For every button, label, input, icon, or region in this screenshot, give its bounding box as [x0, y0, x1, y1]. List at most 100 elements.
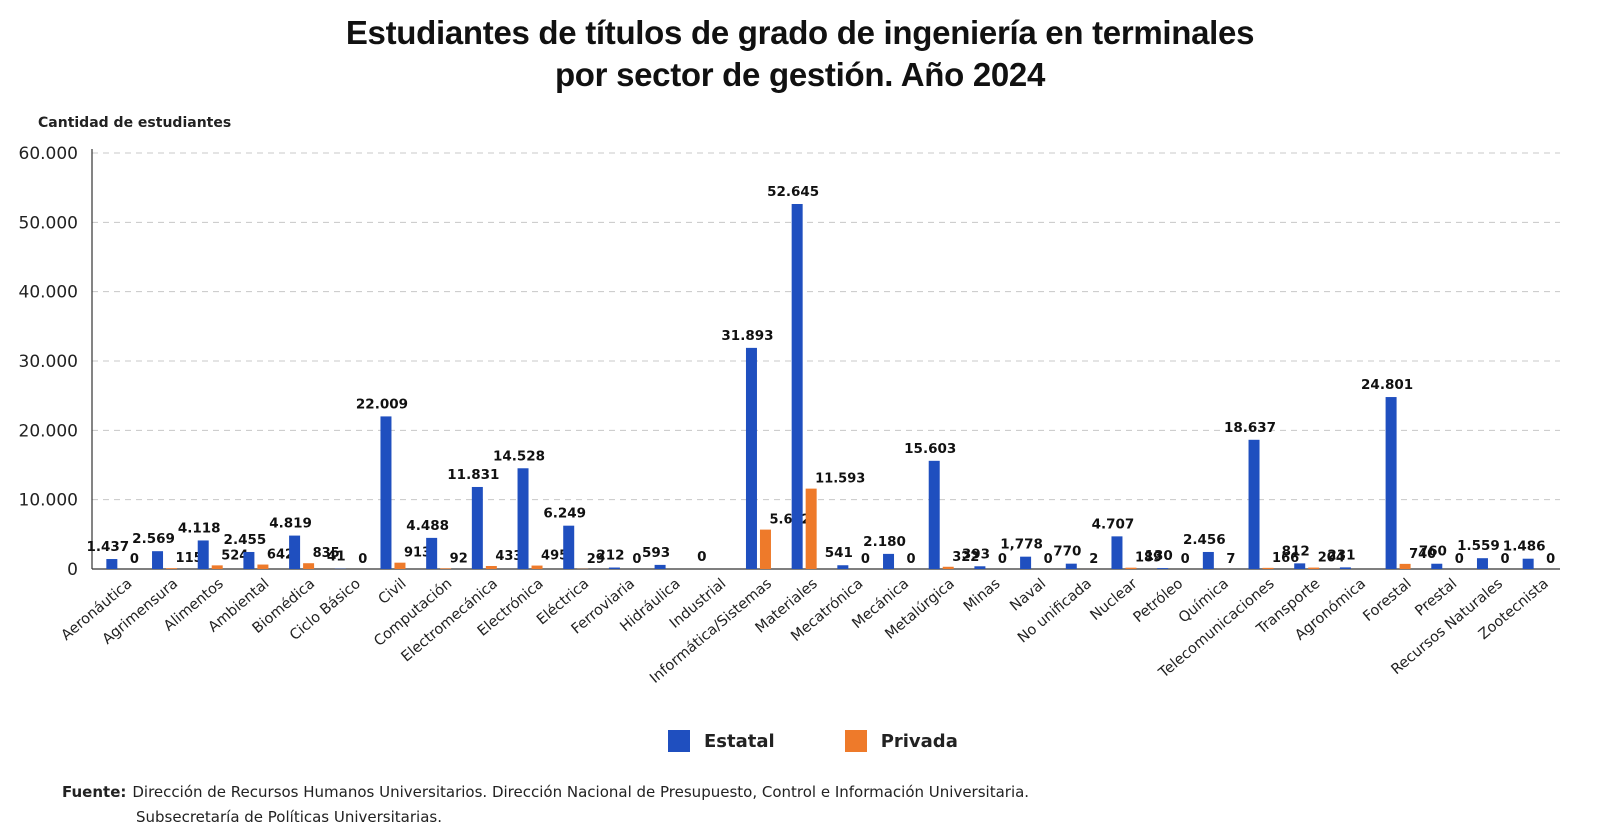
bar-estatal [1065, 563, 1077, 569]
data-label-estatal: 212 [596, 548, 624, 564]
bar-estatal [243, 551, 255, 569]
data-label-estatal: 1.486 [1503, 539, 1546, 555]
data-label-estatal: 770 [1053, 544, 1081, 560]
bar-estatal [426, 537, 438, 569]
bar-privada [1262, 567, 1274, 569]
data-label-privada: 0 [998, 552, 1007, 567]
data-label-estatal: 812 [1282, 543, 1310, 559]
data-label-privada: 0 [632, 552, 641, 567]
data-label-privada: 2 [1089, 552, 1098, 567]
bar-estatal [1339, 567, 1351, 569]
data-label-privada: 29 [587, 552, 605, 567]
y-tick-label: 20.000 [19, 421, 78, 441]
bar-privada [166, 568, 178, 569]
x-tick-label: Minas [961, 576, 1004, 615]
data-label-privada: 11.593 [815, 472, 865, 487]
data-label-estatal: 541 [825, 545, 853, 561]
data-label-estatal: 393 [962, 546, 990, 562]
legend-label-privada: Privada [880, 730, 958, 752]
bar-estatal [1385, 397, 1397, 569]
legend-item-privada: Privada [844, 730, 958, 752]
data-label-privada: 204 [1318, 551, 1345, 566]
data-label-estatal: 231 [1327, 547, 1355, 563]
data-label-estatal: 1,778 [1000, 537, 1043, 553]
data-label-estatal: 41 [327, 549, 346, 565]
data-label-estatal: 22.009 [356, 396, 408, 412]
data-label-estatal: 4.118 [178, 520, 221, 536]
data-label-estatal: 1.437 [86, 539, 129, 555]
bar-privada [805, 488, 817, 569]
bar-estatal [1294, 563, 1306, 569]
y-tick-label: 30.000 [19, 352, 78, 372]
legend-swatch-estatal [668, 730, 690, 752]
bar-estatal [152, 551, 164, 569]
data-label-privada: 0 [1500, 552, 1509, 567]
data-label-privada: 0 [1455, 552, 1464, 567]
bar-estatal [928, 460, 940, 569]
y-tick-label: 10.000 [19, 491, 78, 511]
data-label-estatal: 4.819 [269, 516, 312, 532]
bar-privada [211, 565, 223, 569]
bar-estatal [380, 416, 392, 569]
bar-estatal [837, 565, 849, 569]
data-label-privada: 642 [267, 548, 294, 563]
bar-privada [1125, 567, 1137, 569]
bar-estatal [791, 203, 803, 569]
data-label-estatal: 6.249 [543, 506, 586, 522]
y-tick-label: 50.000 [19, 213, 78, 233]
x-tick-label: Forestal [1360, 576, 1414, 625]
bar-privada [942, 566, 954, 569]
data-label-privada: 5.682 [769, 513, 810, 528]
x-tick-label: Petróleo [1131, 576, 1187, 626]
source-label: Fuente: [62, 783, 127, 801]
data-label-privada: 322 [952, 550, 979, 565]
data-label-estatal: 52.645 [767, 184, 819, 200]
bar-privada [440, 568, 452, 569]
data-label-privada: 0 [1181, 552, 1190, 567]
data-label-estatal: 2.569 [132, 531, 175, 547]
legend: Estatal Privada [668, 730, 1028, 752]
data-label-estatal: 1.559 [1457, 538, 1500, 554]
data-label-privada: 495 [541, 549, 568, 564]
data-label-estatal: 11.831 [447, 467, 499, 483]
bar-estatal [197, 540, 209, 569]
legend-swatch-privada [844, 730, 867, 752]
data-label-estatal: 130 [1145, 548, 1173, 564]
data-label-privada: 166 [1272, 551, 1299, 566]
data-label-privada: 0 [907, 552, 916, 567]
bar-privada [257, 564, 269, 569]
source-text-line-2: Subsecretaría de Políticas Universitaria… [136, 808, 442, 826]
y-tick-label: 40.000 [19, 283, 78, 303]
bar-estatal [1020, 556, 1032, 569]
chart-title-line-2: por sector de gestión. Año 2024 [554, 56, 1046, 93]
legend-label-estatal: Estatal [704, 730, 775, 752]
data-label-estatal: 31.893 [721, 328, 773, 344]
bar-privada [531, 565, 543, 569]
data-label-privada: 189 [1135, 551, 1162, 566]
data-label-estatal: 0 [697, 549, 706, 565]
y-tick-label: 0 [67, 560, 78, 580]
data-label-estatal: 593 [642, 545, 670, 561]
bar-estatal [974, 566, 986, 569]
data-label-privada: 0 [1044, 552, 1053, 567]
y-axis-label: Cantidad de estudiantes [38, 115, 232, 131]
bar-estatal [1202, 551, 1214, 569]
bar-estatal [745, 347, 757, 569]
data-label-privada: 0 [1546, 552, 1555, 567]
data-label-privada: 524 [221, 548, 248, 563]
data-label-estatal: 4.488 [406, 518, 449, 534]
bar-privada [485, 565, 497, 569]
bar-estatal [1248, 439, 1260, 569]
data-label-privada: 0 [861, 552, 870, 567]
data-label-privada: 0 [358, 552, 367, 567]
bar-estatal [1111, 536, 1123, 569]
data-label-privada: 7 [1226, 552, 1235, 567]
data-label-estatal: 2.180 [863, 534, 906, 550]
data-label-estatal: 14.528 [493, 448, 545, 464]
bar-estatal [106, 559, 118, 569]
bar-estatal [1157, 568, 1169, 569]
data-label-estatal: 760 [1419, 544, 1447, 560]
bar-estatal [883, 553, 895, 569]
bar-privada [1399, 563, 1411, 569]
